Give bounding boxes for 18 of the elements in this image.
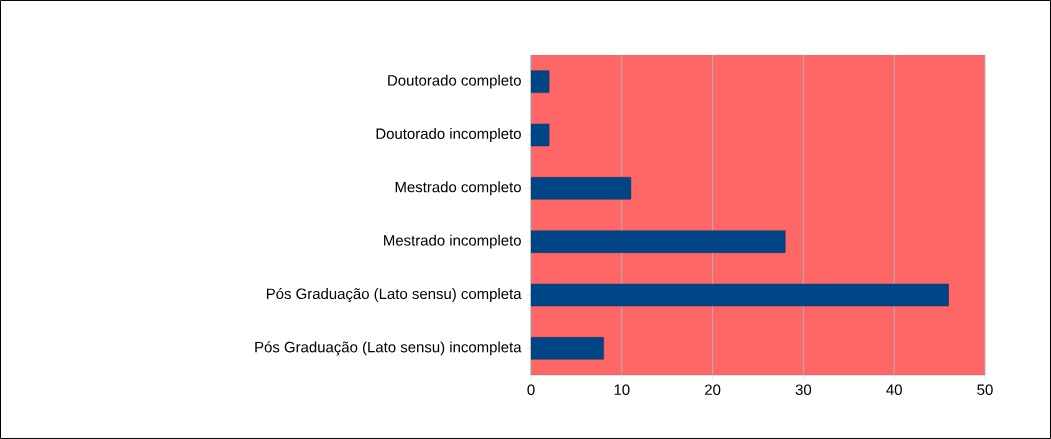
- y-tick-label: Pós Graduação (Lato sensu) incompleta: [255, 341, 522, 356]
- bar: [531, 230, 786, 253]
- bar: [531, 70, 550, 93]
- x-tick-label: 40: [886, 384, 902, 395]
- y-tick-label: Doutorado completo: [388, 74, 521, 89]
- y-tick-label: Mestrado completo: [395, 181, 521, 196]
- bar: [531, 177, 632, 200]
- x-tick-label: 0: [527, 384, 535, 395]
- y-tick-label: Mestrado incompleto: [384, 234, 521, 249]
- x-tick-label: 30: [795, 384, 812, 395]
- bar: [531, 283, 949, 307]
- y-tick-label: Doutorado incompleto: [376, 128, 521, 142]
- bar: [531, 337, 604, 360]
- x-tick-label: 20: [705, 384, 721, 395]
- x-tick-label: 10: [614, 384, 630, 395]
- y-tick-label: Pós Graduação (Lato sensu) completa: [266, 287, 522, 303]
- x-tick-label: 50: [977, 384, 993, 395]
- bar: [531, 123, 550, 147]
